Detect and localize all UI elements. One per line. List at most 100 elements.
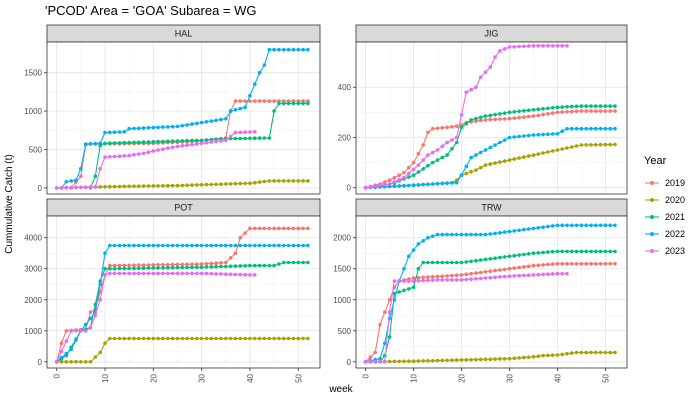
data-point xyxy=(170,243,175,248)
data-point xyxy=(407,287,411,291)
facet-strip-label: JIG xyxy=(484,29,498,39)
data-point xyxy=(267,243,272,248)
data-point xyxy=(233,130,238,135)
data-point xyxy=(112,243,117,248)
data-point xyxy=(122,336,127,341)
data-point xyxy=(483,257,488,262)
data-point xyxy=(589,104,593,108)
data-point xyxy=(430,275,435,279)
data-point xyxy=(166,125,170,129)
data-point xyxy=(103,273,107,277)
data-point xyxy=(517,228,521,233)
data-point xyxy=(450,181,454,185)
data-point xyxy=(253,243,257,248)
data-point xyxy=(132,271,136,276)
data-point xyxy=(248,99,252,103)
data-point xyxy=(589,350,593,355)
data-point xyxy=(560,262,564,266)
data-point xyxy=(291,243,296,248)
data-point xyxy=(195,271,199,276)
data-point xyxy=(565,223,569,228)
data-point xyxy=(291,179,296,183)
data-point xyxy=(170,124,175,129)
data-point xyxy=(402,288,406,293)
data-point xyxy=(488,269,493,274)
data-point xyxy=(430,260,435,265)
data-point xyxy=(214,182,218,187)
data-point xyxy=(146,266,151,270)
data-point xyxy=(531,153,536,157)
data-point xyxy=(459,358,464,362)
data-point xyxy=(248,181,252,186)
data-point xyxy=(459,232,464,237)
data-point xyxy=(74,338,78,342)
data-point xyxy=(550,224,555,228)
data-point xyxy=(243,105,247,110)
data-point xyxy=(233,264,238,268)
data-point xyxy=(180,243,185,248)
data-point xyxy=(478,75,483,79)
data-point xyxy=(608,142,612,147)
data-point xyxy=(127,266,131,271)
data-point xyxy=(387,178,392,182)
data-point xyxy=(507,266,512,271)
data-point xyxy=(161,266,165,270)
data-point xyxy=(156,148,160,152)
data-point xyxy=(541,112,545,117)
facet-strip-label: TRW xyxy=(481,203,502,213)
data-point xyxy=(478,357,483,362)
legend-label: 2019 xyxy=(665,178,685,188)
data-point xyxy=(132,153,136,157)
data-point xyxy=(209,336,214,341)
data-point xyxy=(450,358,454,363)
data-point xyxy=(64,329,69,333)
data-point xyxy=(54,186,59,190)
data-point xyxy=(387,335,392,339)
data-point xyxy=(522,44,526,49)
data-point xyxy=(257,136,262,140)
data-point xyxy=(209,261,214,266)
data-point xyxy=(493,256,497,261)
data-point xyxy=(498,140,502,145)
data-point xyxy=(185,265,189,270)
data-point xyxy=(445,181,449,186)
data-point xyxy=(238,99,243,103)
data-point xyxy=(430,160,435,165)
data-point xyxy=(507,254,512,259)
data-point xyxy=(228,264,233,269)
data-point xyxy=(454,135,459,140)
data-point xyxy=(156,243,160,248)
data-point xyxy=(440,155,445,160)
data-point xyxy=(541,225,545,229)
data-point xyxy=(291,226,296,231)
data-point xyxy=(526,355,531,360)
data-point xyxy=(103,266,107,271)
data-point xyxy=(253,226,257,231)
data-point xyxy=(151,266,156,270)
data-point xyxy=(74,329,78,333)
data-point xyxy=(166,183,170,188)
data-point xyxy=(141,151,146,156)
data-point xyxy=(483,118,488,122)
data-point xyxy=(517,156,521,160)
y-tick-label: 0 xyxy=(38,184,43,193)
data-point xyxy=(474,168,478,172)
data-point xyxy=(522,265,526,269)
data-point xyxy=(175,336,180,341)
panel-trw: TRW 0 500 1000 1500 2000 0 10 20 30 40 50 xyxy=(333,198,628,383)
data-point xyxy=(584,223,588,228)
data-point xyxy=(291,47,296,52)
x-tick-label: 50 xyxy=(601,373,610,382)
data-point xyxy=(88,185,93,189)
data-point xyxy=(526,264,531,269)
data-point xyxy=(469,155,473,160)
data-point xyxy=(536,354,541,359)
data-point xyxy=(132,184,136,188)
series-2022 xyxy=(59,47,310,190)
data-point xyxy=(555,110,560,115)
data-point xyxy=(199,271,204,276)
data-point xyxy=(74,185,78,190)
data-point xyxy=(397,178,402,182)
data-point xyxy=(435,274,440,279)
data-point xyxy=(603,350,608,355)
